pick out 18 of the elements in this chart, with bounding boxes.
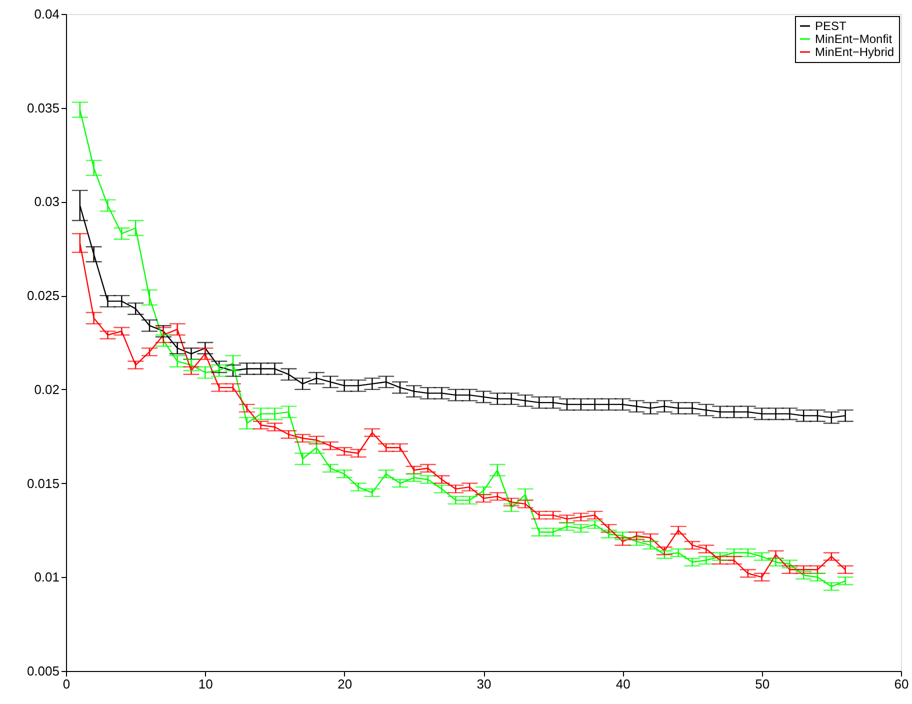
x-tick-label: 30	[476, 676, 492, 692]
y-tick-label: 0.02	[34, 382, 60, 397]
y-tick-label: 0.005	[26, 664, 60, 678]
legend-label: MinEnt−Monfit	[815, 32, 893, 46]
y-tick-label: 0.035	[26, 100, 60, 116]
y-tick-label: 0.015	[26, 476, 60, 491]
legend-label: MinEnt−Hybrid	[815, 45, 894, 59]
legend-label: PEST	[815, 19, 848, 33]
y-tick-label: 0.04	[34, 6, 60, 22]
x-tick-label: 60	[894, 676, 909, 692]
x-tick-label: 50	[755, 676, 770, 692]
y-tick-label: 0.025	[26, 288, 60, 304]
y-tick-label: 0.01	[34, 570, 60, 585]
x-tick-label: 40	[616, 676, 630, 692]
y-tick-label: 0.03	[34, 194, 60, 210]
x-tick-label: 20	[338, 676, 352, 692]
x-tick-label: 0	[62, 676, 70, 692]
x-tick-label: 10	[198, 676, 213, 692]
